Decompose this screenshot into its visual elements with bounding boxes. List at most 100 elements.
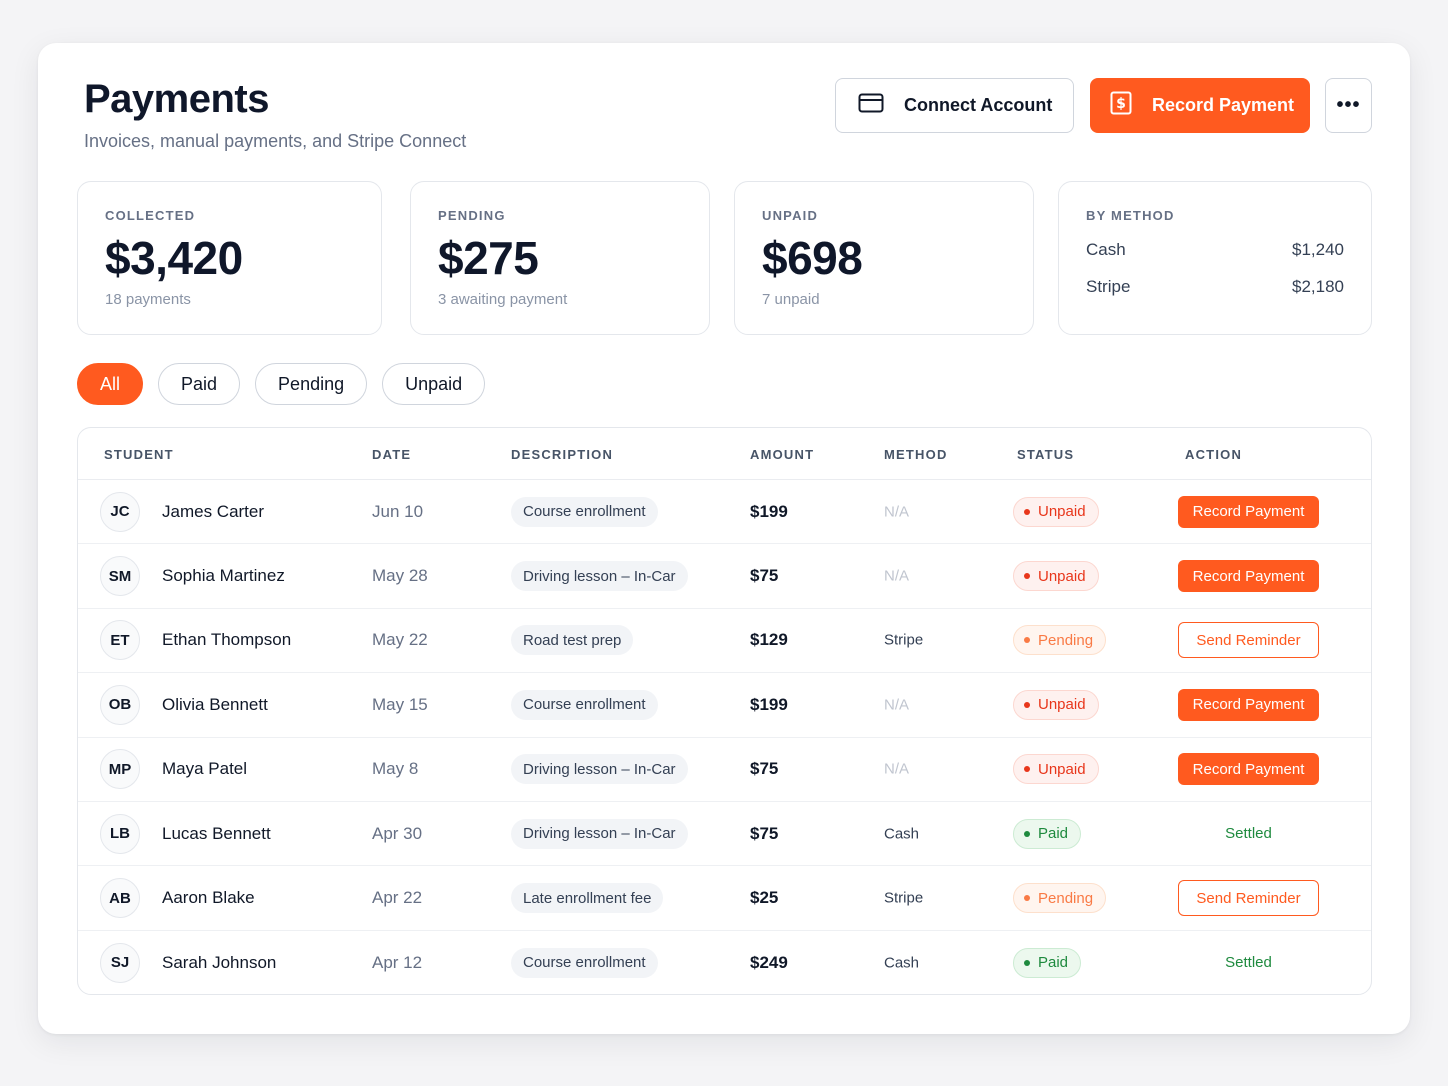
description-tag: Late enrollment fee — [511, 883, 664, 914]
record-payment-button[interactable]: $ Record Payment — [1090, 78, 1310, 133]
payment-method: N/A — [884, 760, 910, 778]
record-payment-row-button[interactable]: Record Payment — [1178, 560, 1319, 593]
payment-date: Apr 30 — [372, 823, 423, 843]
status-dot-icon — [1024, 959, 1030, 966]
description-tag: Road test prep — [511, 625, 634, 656]
record-payment-row-button[interactable]: Record Payment — [1178, 495, 1319, 528]
stat-value: $275 — [438, 232, 539, 284]
connect-account-label: Connect Account — [904, 95, 1053, 115]
column-header: DESCRIPTION — [511, 447, 614, 462]
status-badge: Unpaid — [1013, 754, 1099, 785]
student-name: Sophia Martinez — [162, 566, 285, 586]
filter-pending[interactable]: Pending — [255, 363, 368, 405]
student-name: Maya Patel — [162, 759, 248, 779]
method-name: Stripe — [1086, 277, 1131, 296]
method-row-cash: Cash $1,240 — [1086, 240, 1344, 260]
table-body: JC James Carter Jun 10 Course enrollment $19… — [78, 480, 1371, 994]
avatar: MP — [100, 749, 140, 790]
stat-value: $3,420 — [105, 232, 243, 284]
payment-amount: $75 — [750, 823, 779, 843]
description-tag: Course enrollment — [511, 947, 658, 978]
status-dot-icon — [1024, 830, 1030, 837]
record-payment-row-button[interactable]: Record Payment — [1178, 753, 1319, 786]
stat-pending: PENDING $275 3 awaiting payment — [410, 181, 710, 335]
status-dot-icon — [1024, 573, 1030, 580]
payment-method: Cash — [884, 954, 920, 972]
stat-unpaid: UNPAID $698 7 unpaid — [734, 181, 1034, 335]
payment-date: May 8 — [372, 759, 419, 779]
status-badge: Paid — [1013, 947, 1082, 978]
stat-value: $698 — [762, 232, 863, 284]
status-badge: Paid — [1013, 818, 1082, 849]
column-header: ACTION — [1185, 447, 1243, 462]
avatar: SM — [100, 556, 140, 597]
payment-amount: $199 — [750, 694, 788, 714]
student-name: Aaron Blake — [162, 888, 255, 908]
payment-date: Jun 10 — [372, 501, 424, 521]
column-header: STUDENT — [104, 447, 174, 462]
method-amount: $2,180 — [1292, 277, 1344, 296]
avatar: SJ — [100, 942, 140, 983]
table-row[interactable]: AB Aaron Blake Apr 22 Late enrollment fee $2… — [78, 866, 1371, 931]
description-tag: Driving lesson – In-Car — [511, 754, 688, 785]
description-tag: Course enrollment — [511, 689, 658, 720]
status-badge: Unpaid — [1013, 496, 1099, 527]
payment-amount: $75 — [750, 759, 779, 779]
payment-date: Apr 12 — [372, 952, 423, 972]
credit-card-icon — [858, 93, 884, 118]
payment-method: Cash — [884, 825, 920, 843]
filter-all[interactable]: All — [77, 363, 144, 405]
record-payment-row-button[interactable]: Record Payment — [1178, 688, 1319, 721]
payments-table: STUDENT DATE DESCRIPTION AMOUNT METHOD S… — [77, 427, 1372, 995]
method-name: Cash — [1086, 240, 1126, 259]
payment-method: Stripe — [884, 889, 924, 907]
status-label: Unpaid — [1038, 760, 1086, 778]
payment-date: Apr 22 — [372, 888, 423, 908]
status-badge: Unpaid — [1013, 689, 1099, 720]
send-reminder-button[interactable]: Send Reminder — [1178, 622, 1319, 659]
table-row[interactable]: SM Sophia Martinez May 28 Driving lesson – … — [78, 544, 1371, 609]
stat-label: COLLECTED — [105, 208, 196, 223]
table-row[interactable]: ET Ethan Thompson May 22 Road test prep $129… — [78, 609, 1371, 674]
stat-sub: 7 unpaid — [762, 291, 820, 308]
table-row[interactable]: OB Olivia Bennett May 15 Course enrollment $… — [78, 673, 1371, 738]
payment-date: May 15 — [372, 694, 428, 714]
table-row[interactable]: SJ Sarah Johnson Apr 12 Course enrollment $2… — [78, 931, 1371, 994]
student-name: Sarah Johnson — [162, 952, 277, 972]
stat-collected: COLLECTED $3,420 18 payments — [77, 181, 382, 335]
table-row[interactable]: MP Maya Patel May 8 Driving lesson – In-Car… — [78, 738, 1371, 802]
dollar-bill-icon: $ — [1110, 91, 1132, 120]
column-header: STATUS — [1017, 447, 1075, 462]
column-header: DATE — [372, 447, 412, 462]
status-badge: Unpaid — [1013, 561, 1099, 592]
payment-amount: $199 — [750, 501, 788, 521]
status-label: Unpaid — [1038, 567, 1086, 585]
payment-method: N/A — [884, 567, 910, 585]
status-label: Pending — [1038, 889, 1094, 907]
table-row[interactable]: JC James Carter Jun 10 Course enrollment $19… — [78, 480, 1371, 545]
stat-by-method: BY METHOD Cash $1,240 Stripe $2,180 — [1058, 181, 1372, 335]
status-label: Unpaid — [1038, 696, 1086, 714]
connect-account-button[interactable]: Connect Account — [835, 78, 1074, 133]
payment-amount: $25 — [750, 888, 779, 908]
description-tag: Driving lesson – In-Car — [511, 818, 688, 849]
payment-amount: $249 — [750, 952, 788, 972]
status-label: Paid — [1038, 954, 1069, 972]
status-label: Paid — [1038, 825, 1069, 843]
payments-card: Payments Invoices, manual payments, and … — [38, 43, 1410, 1034]
more-dots-icon[interactable]: ••• — [1325, 78, 1372, 133]
stat-sub: 18 payments — [105, 291, 191, 308]
stat-label: PENDING — [438, 208, 506, 223]
status-badge: Pending — [1013, 883, 1107, 914]
payment-date: May 22 — [372, 630, 428, 650]
payment-method: N/A — [884, 696, 910, 714]
status-filters: All Paid Pending Unpaid — [77, 363, 486, 405]
payment-method: N/A — [884, 503, 910, 521]
send-reminder-button[interactable]: Send Reminder — [1178, 880, 1319, 917]
avatar: OB — [100, 684, 140, 725]
svg-text:$: $ — [1116, 96, 1126, 112]
table-row[interactable]: LB Lucas Bennett Apr 30 Driving lesson – In… — [78, 802, 1371, 867]
filter-paid[interactable]: Paid — [158, 363, 241, 405]
filter-unpaid[interactable]: Unpaid — [382, 363, 486, 405]
avatar: AB — [100, 878, 140, 919]
